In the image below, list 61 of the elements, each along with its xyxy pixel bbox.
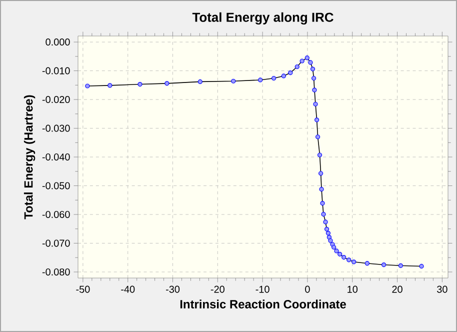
x-tick-label: -50 (76, 286, 90, 293)
y-tick-label: -0.060 (42, 210, 70, 218)
y-tick-label: -0.040 (42, 153, 70, 161)
point (320, 200, 325, 206)
point (323, 220, 328, 224)
point (231, 78, 236, 84)
point (324, 226, 330, 232)
x-tick-label: 0 (305, 286, 310, 293)
point (312, 88, 317, 92)
point (281, 74, 286, 78)
point (313, 102, 318, 106)
point (164, 81, 170, 86)
y-tick-label: -0.070 (42, 240, 70, 247)
point (300, 58, 304, 64)
point (314, 118, 320, 122)
point (338, 252, 342, 256)
point (398, 263, 403, 268)
point (352, 260, 356, 264)
point (382, 262, 386, 268)
y-tick-label: -0.050 (42, 182, 70, 190)
y-tick-label: -0.030 (42, 124, 70, 132)
y-tick-label: -0.010 (42, 67, 70, 74)
point (342, 255, 346, 260)
point (311, 76, 316, 81)
point (258, 78, 263, 82)
point (108, 83, 112, 88)
x-tick-label: 30 (437, 286, 448, 293)
point (328, 238, 333, 243)
point (198, 79, 202, 84)
chart-title: Total Energy along IRC (192, 12, 334, 25)
point (271, 76, 276, 81)
point (326, 234, 332, 240)
x-tick-label: -10 (256, 286, 270, 293)
point (321, 212, 326, 216)
x-tick-label: 10 (348, 286, 358, 293)
x-tick-label: -40 (121, 286, 135, 293)
x-tick-label: -30 (166, 286, 180, 293)
point (308, 60, 313, 65)
point (310, 66, 316, 72)
point (332, 244, 336, 250)
x-tick-label: -20 (210, 286, 224, 293)
point (317, 152, 322, 158)
y-tick-label: 0.000 (46, 38, 70, 46)
point (326, 230, 331, 236)
y-tick-label: -0.020 (42, 96, 70, 104)
point (364, 261, 370, 266)
point (318, 171, 324, 176)
point (304, 56, 310, 60)
x-tick-label: 20 (392, 286, 402, 293)
y-tick-label: -0.080 (42, 268, 70, 276)
x-axis-title: Intrinsic Reaction Coordinate (180, 300, 346, 308)
y-axis-title: Total Energy (Hartree) (24, 95, 36, 220)
point (294, 64, 300, 70)
point (319, 186, 324, 192)
point (315, 134, 320, 140)
point (419, 264, 424, 269)
point (288, 70, 293, 76)
point (334, 248, 339, 254)
point (85, 84, 90, 88)
point (346, 258, 352, 262)
point (138, 82, 142, 87)
